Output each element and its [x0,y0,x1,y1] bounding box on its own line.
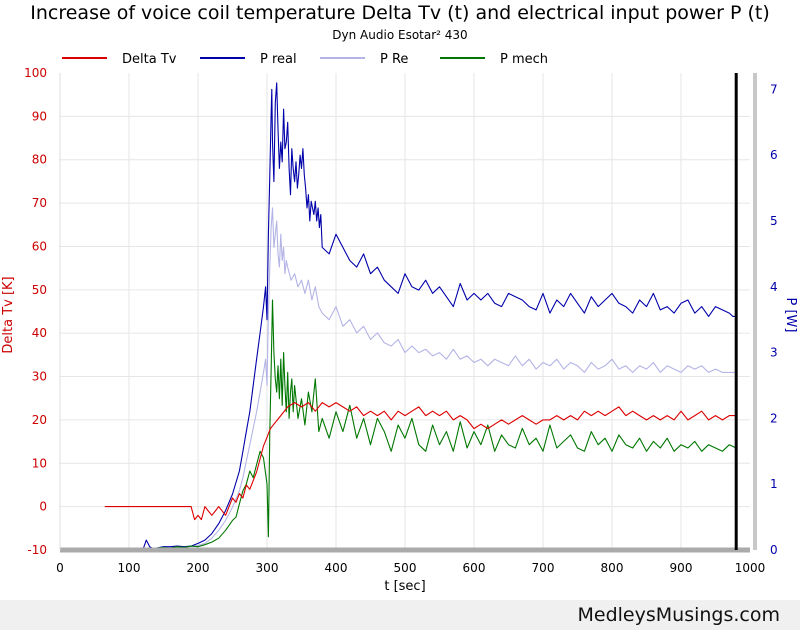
y-left-tick-label: 40 [32,326,47,340]
y-axis-label-right: P [W] [783,298,798,333]
series-line-p-mech [153,299,737,550]
x-tick-label: 300 [256,561,279,575]
y-right-tick-label: 5 [770,214,778,228]
legend: Delta Tv P real P Re P mech [62,52,548,67]
x-tick-label: 700 [532,561,555,575]
chart-title: Increase of voice coil temperature Delta… [30,2,770,24]
site-credit: MedleysMusings.com [577,604,781,626]
x-tick-label: 600 [463,561,486,575]
x-tick-label: 800 [601,561,624,575]
footer-band [0,600,800,630]
y-right-tick-label: 2 [770,411,778,425]
y-left-tick-label: 20 [32,413,47,427]
x-tick-label: 900 [670,561,693,575]
series-lines [60,82,737,551]
y-left-tick-label: 70 [32,196,47,210]
legend-label-p-real: P real [260,52,297,67]
x-tick-label: 500 [394,561,417,575]
x-tick-label: 400 [325,561,348,575]
y-left-tick-label: 10 [32,456,47,470]
chart-subtitle: Dyn Audio Esotar² 430 [332,28,468,42]
y-left-tick-label: 50 [32,283,47,297]
y-left-tick-label: 30 [32,370,47,384]
y-axis-label-left: Delta Tv [K] [1,276,16,353]
legend-label-p-mech: P mech [500,52,548,67]
y-right-tick-label: 6 [770,148,778,162]
y-right-tick-label: 4 [770,280,778,294]
series-line-p-real [60,82,737,551]
y-right-tick-label: 3 [770,346,778,360]
y-left-tick-label: 60 [32,239,47,253]
axes [59,73,757,553]
x-axis-label: t [sec] [384,579,425,594]
x-tick-label: 1000 [735,561,766,575]
x-tick-label: 100 [118,561,141,575]
y-left-tick-label: -10 [27,543,47,557]
tick-labels: 0 100 200 300 400 500 600 700 800 900 1000-1001020… [24,66,778,575]
series-line-delta-tv [104,402,737,521]
legend-label-p-re: P Re [380,52,408,67]
y-right-tick-label: 0 [770,543,778,557]
legend-label-delta-tv: Delta Tv [122,52,177,67]
grid-lines [60,73,750,550]
x-tick-label: 0 [56,561,64,575]
y-left-tick-label: 90 [32,109,47,123]
y-left-tick-label: 80 [32,153,47,167]
temperature-power-chart: 0 100 200 300 400 500 600 700 800 900 1000-1001020… [1,52,798,594]
y-right-tick-label: 7 [770,82,778,96]
series-line-p-re [60,207,737,551]
y-left-tick-label: 0 [39,500,47,514]
y-left-tick-label: 100 [24,66,47,80]
y-right-tick-label: 1 [770,477,778,491]
x-tick-label: 200 [187,561,210,575]
